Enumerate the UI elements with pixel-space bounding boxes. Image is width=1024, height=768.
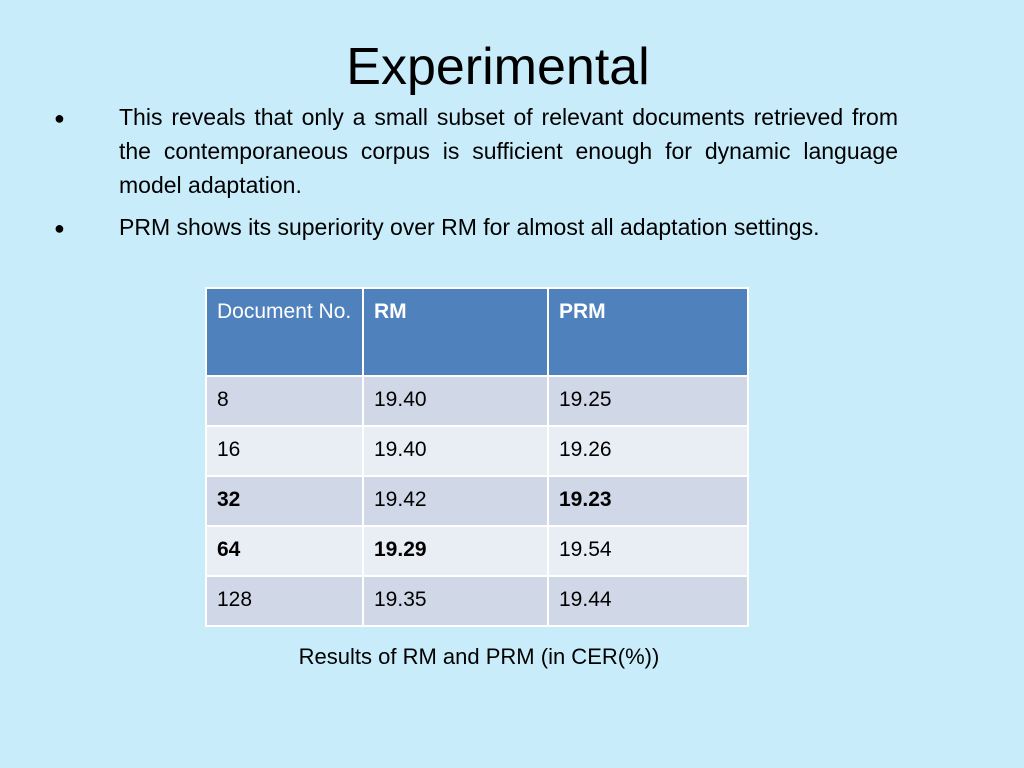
bullet-list: ● This reveals that only a small subset …	[0, 100, 1024, 252]
table-row: 8 19.40 19.25	[205, 375, 749, 427]
bullet-marker-icon: ●	[54, 108, 65, 128]
table-cell: 19.25	[547, 375, 749, 427]
table-cell: 8	[205, 375, 364, 427]
bullet-item: ● PRM shows its superiority over RM for …	[0, 210, 1024, 244]
table-cell: 19.26	[547, 425, 749, 477]
bullet-text: PRM shows its superiority over RM for al…	[119, 214, 820, 240]
header-prm: PRM	[547, 287, 749, 377]
bullet-marker-icon: ●	[54, 218, 65, 238]
table-row: 128 19.35 19.44	[205, 575, 749, 627]
table-row: 16 19.40 19.26	[205, 425, 749, 477]
table-cell: 19.29	[362, 525, 549, 577]
header-document-no: Document No.	[205, 287, 364, 377]
table-cell: 19.23	[547, 475, 749, 527]
table-cell: 128	[205, 575, 364, 627]
bullet-item: ● This reveals that only a small subset …	[0, 100, 1024, 202]
table-row: 64 19.29 19.54	[205, 525, 749, 577]
results-table-container: Document No. RM PRM 8 19.40 19.25 16 19.…	[205, 287, 749, 627]
table-cell: 64	[205, 525, 364, 577]
table-row: 32 19.42 19.23	[205, 475, 749, 527]
slide-title: Experimental	[346, 38, 650, 96]
table-cell: 16	[205, 425, 364, 477]
table-caption: Results of RM and PRM (in CER(%))	[298, 644, 660, 669]
bullet-text: This reveals that only a small subset of…	[119, 104, 898, 198]
table-cell: 19.40	[362, 425, 549, 477]
table-cell: 19.35	[362, 575, 549, 627]
table-cell: 19.42	[362, 475, 549, 527]
header-rm: RM	[362, 287, 549, 377]
results-table: Document No. RM PRM 8 19.40 19.25 16 19.…	[205, 287, 749, 627]
table-cell: 19.40	[362, 375, 549, 427]
table-cell: 32	[205, 475, 364, 527]
table-cell: 19.54	[547, 525, 749, 577]
table-cell: 19.44	[547, 575, 749, 627]
table-header-row: Document No. RM PRM	[205, 287, 749, 377]
